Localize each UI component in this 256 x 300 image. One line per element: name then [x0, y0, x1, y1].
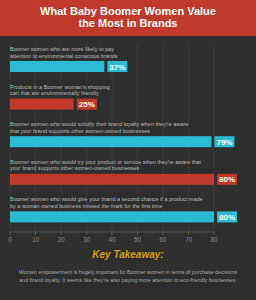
tick-mark [188, 232, 189, 235]
tick-mark [61, 232, 62, 235]
data-label: 80% [219, 175, 235, 184]
tick-label: 50 [134, 236, 142, 243]
tick-mark [214, 232, 215, 235]
data-label: 79% [216, 138, 232, 147]
bar [10, 136, 211, 147]
tick-mark [10, 232, 11, 235]
data-label-bg [217, 211, 237, 222]
x-axis [10, 232, 214, 233]
tick-mark [137, 232, 138, 235]
grid [10, 44, 214, 232]
category-label: Products in a Boomer woman's shoppingcar… [10, 84, 110, 97]
title-ribbon [0, 0, 256, 36]
data-label: 80% [219, 213, 235, 222]
category-label: Boomer women who would solidify their br… [10, 121, 188, 134]
bar [10, 61, 104, 72]
data-label-bg [77, 99, 97, 110]
takeaway-text: Women empowerment is hugely important fo… [19, 269, 238, 283]
bar [10, 174, 214, 185]
title: What Baby Boomer Women Valuethe Most in … [40, 5, 216, 29]
background [0, 0, 256, 300]
grid-line [214, 44, 215, 232]
tick-label: 30 [83, 236, 91, 243]
chart: What Baby Boomer Women Valuethe Most in … [0, 0, 256, 300]
bars [10, 61, 214, 222]
category-label: Boomer women who would give your brand a… [10, 196, 203, 209]
data-label: 37% [109, 63, 125, 72]
data-label: 25% [79, 100, 95, 109]
tick-label: 10 [32, 236, 40, 243]
tick-label: 80 [210, 236, 218, 243]
bar [10, 99, 74, 110]
tick-mark [86, 232, 87, 235]
category-label: Boomer women who would try your product … [10, 159, 201, 172]
category-label: Boomer women who are more likely to paya… [10, 46, 118, 59]
data-label-bg [214, 136, 234, 147]
tick-label: 20 [57, 236, 65, 243]
tick-label: 70 [185, 236, 193, 243]
tick-mark [112, 232, 113, 235]
tick-mark [35, 232, 36, 235]
bar [10, 211, 214, 222]
tick-mark [163, 232, 164, 235]
tick-label: 60 [159, 236, 167, 243]
tick-label: 0 [8, 236, 12, 243]
data-label-bg [107, 61, 127, 72]
data-label-bg [217, 174, 237, 185]
tick-label: 40 [108, 236, 116, 243]
takeaway-title: Key Takeaway: [92, 249, 163, 260]
